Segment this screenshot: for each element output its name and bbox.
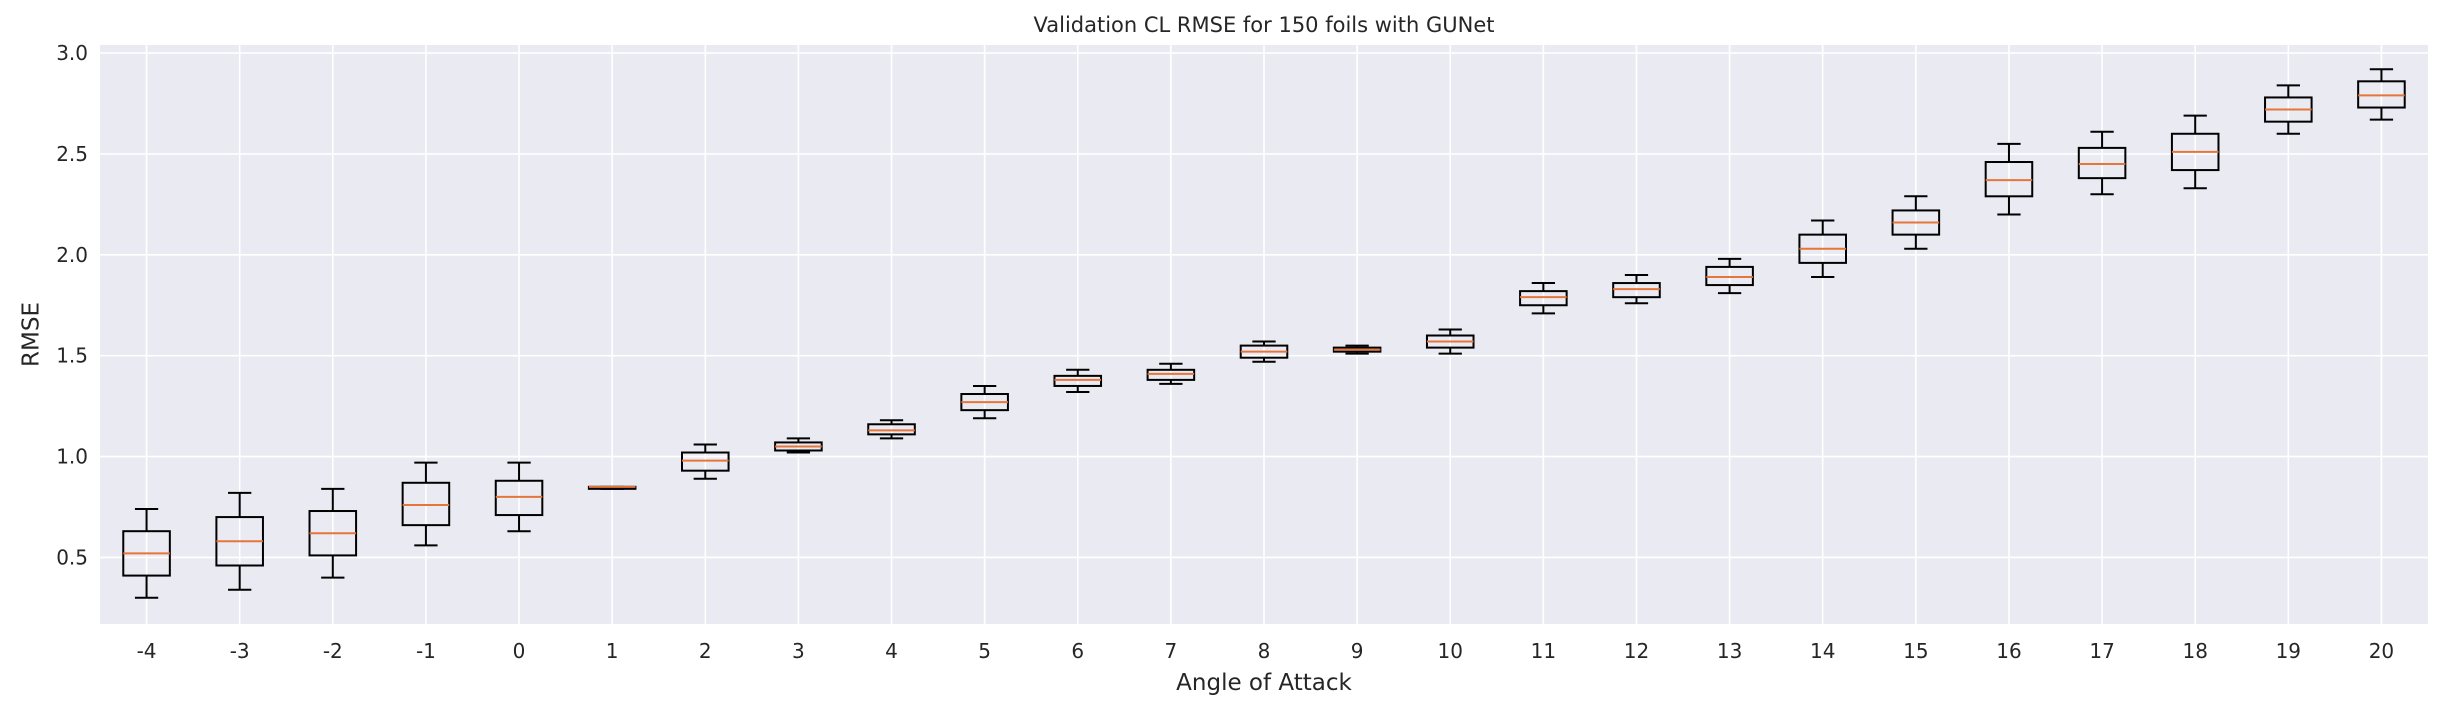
box-iqr — [2077, 146, 2127, 180]
box-8 — [1239, 340, 1289, 363]
x-tick-label: 5 — [978, 639, 991, 663]
x-tick-label: 11 — [1531, 639, 1556, 663]
box-iqr — [681, 451, 730, 472]
box-iqr — [1984, 161, 2034, 198]
y-axis-label: RMSE — [19, 302, 45, 367]
box-3 — [774, 437, 823, 454]
x-tick-label: 16 — [1996, 639, 2021, 663]
box-iqr — [867, 423, 916, 436]
x-tick-label: 2 — [699, 639, 712, 663]
box-iqr — [401, 481, 451, 527]
box-14 — [1798, 219, 1847, 279]
box-iqr — [1053, 374, 1103, 387]
box-iqr — [1146, 368, 1196, 381]
x-tick-label: 19 — [2276, 639, 2301, 663]
box-iqr — [1612, 282, 1661, 299]
y-tick-label: 1.5 — [56, 344, 88, 368]
box-11 — [1519, 282, 1568, 315]
box-13 — [1705, 257, 1754, 295]
x-tick-label: -2 — [323, 639, 343, 663]
x-tick-label: 1 — [606, 639, 619, 663]
box-17 — [2077, 130, 2127, 196]
box-iqr — [1519, 290, 1568, 307]
x-tick-label: 7 — [1165, 639, 1178, 663]
box-5 — [960, 384, 1009, 420]
box--1 — [401, 461, 451, 547]
y-tick-label: 0.5 — [56, 545, 88, 569]
x-tick-label: 4 — [885, 639, 898, 663]
box-20 — [2357, 68, 2406, 121]
chart-title: Validation CL RMSE for 150 foils with GU… — [1034, 13, 1495, 37]
box-1 — [587, 485, 637, 490]
y-tick-label: 1.0 — [56, 445, 88, 469]
box-12 — [1612, 273, 1661, 305]
y-tick-labels: 0.5 1.0 1.5 2.0 2.5 3.0 — [56, 41, 88, 569]
x-tick-label: 14 — [1810, 639, 1835, 663]
y-tick-label: 2.5 — [56, 142, 88, 166]
box-iqr — [2357, 80, 2406, 109]
box-iqr — [494, 479, 544, 517]
x-tick-label: -1 — [416, 639, 436, 663]
x-tick-label: 0 — [513, 639, 526, 663]
box-7 — [1146, 362, 1196, 385]
x-tick-label: 6 — [1071, 639, 1084, 663]
y-tick-label: 3.0 — [56, 41, 88, 65]
box-iqr — [1705, 265, 1754, 287]
box--2 — [308, 487, 358, 579]
box-4 — [867, 419, 916, 440]
x-axis-label: Angle of Attack — [1176, 670, 1352, 696]
x-tick-label: 10 — [1438, 639, 1463, 663]
x-tick-label: 9 — [1351, 639, 1364, 663]
x-tick-label: -3 — [230, 639, 250, 663]
box-9 — [1332, 344, 1382, 355]
box-15 — [1891, 195, 1941, 250]
x-tick-label: -4 — [137, 639, 157, 663]
box-6 — [1053, 368, 1103, 393]
boxes-layer — [122, 68, 2406, 599]
y-tick-label: 2.0 — [56, 243, 88, 267]
x-tick-label: 8 — [1258, 639, 1271, 663]
x-tick-label: 18 — [2182, 639, 2207, 663]
x-tick-label: 17 — [2089, 639, 2114, 663]
box-18 — [2170, 114, 2220, 190]
box--3 — [215, 491, 264, 591]
box--4 — [122, 508, 171, 599]
box-0 — [494, 461, 544, 533]
x-tick-label: 12 — [1624, 639, 1649, 663]
x-tick-labels: -4 -3 -2 -1 0 1 2 3 4 5 6 7 8 9 10 11 12 13 14 15 16 17 18 19 20 — [137, 639, 2395, 663]
x-tick-label: 3 — [792, 639, 805, 663]
box-19 — [2264, 84, 2313, 135]
x-tick-label: 15 — [1903, 639, 1928, 663]
box-16 — [1984, 142, 2034, 216]
x-tick-label: 13 — [1717, 639, 1742, 663]
x-tick-label: 20 — [2369, 639, 2394, 663]
box-10 — [1425, 328, 1475, 355]
box-2 — [681, 443, 730, 480]
